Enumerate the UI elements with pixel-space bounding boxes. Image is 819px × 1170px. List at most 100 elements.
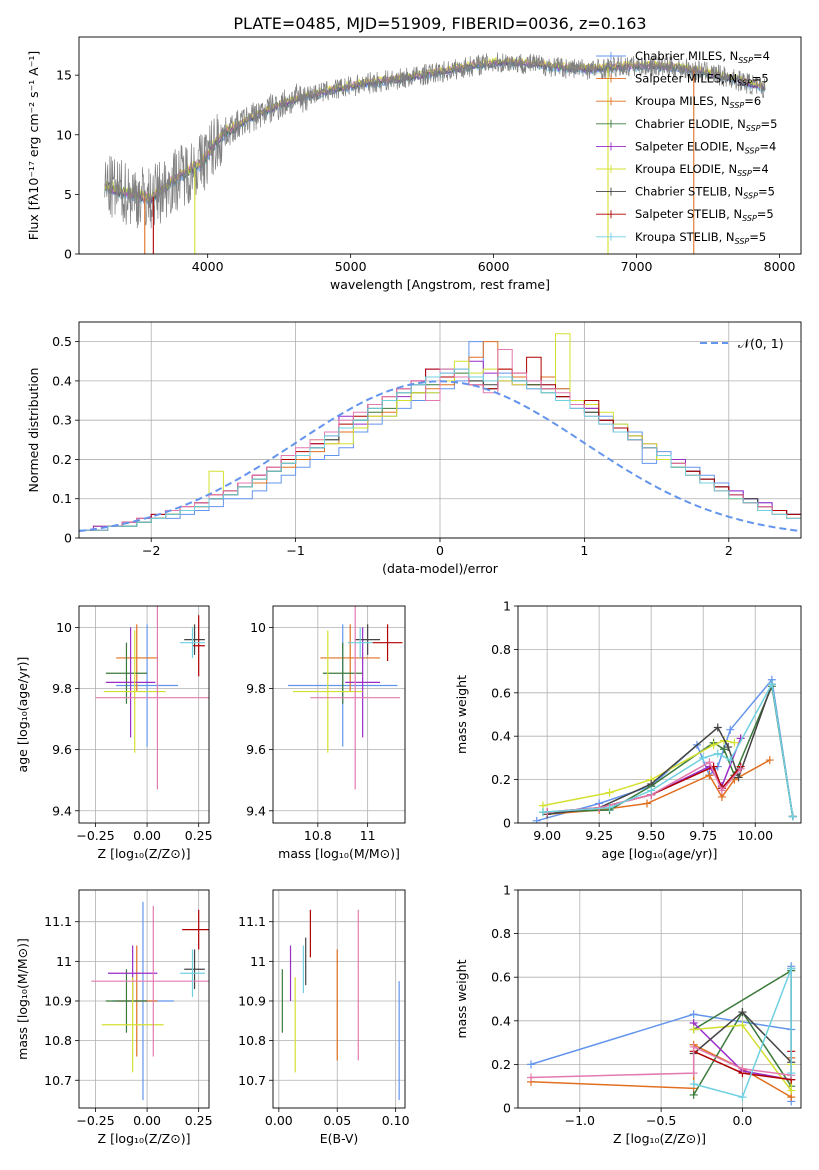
mass-weight-point (767, 680, 776, 689)
y-tick-label: 0 (64, 531, 72, 546)
plot-area-spectrum (104, 52, 766, 254)
mass-weight-point (788, 812, 797, 821)
panel-age-vs-z: −0.25 0.00 0.25 9.4 9.6 9.8 10 Z [log₁₀(Z/Z⊙)] a… (15, 605, 213, 861)
mass-weight-point (527, 1060, 536, 1069)
y-tick-label: 11 (250, 954, 266, 969)
x-tick-label: 2 (725, 543, 733, 558)
y-tick-label: 0.8 (491, 642, 511, 657)
x-tick-label: 0 (436, 543, 444, 558)
y-tick-label: 0 (503, 816, 511, 831)
y-axis-label: age [log₁₀(age/yr)] (15, 657, 30, 773)
mass-weight-point (730, 738, 739, 747)
y-tick-label: 0.2 (491, 1057, 511, 1072)
mass-weight-point (689, 1010, 698, 1019)
panel-spectrum: 4000 5000 6000 7000 8000 0 5 10 15 wavelength [An… (26, 36, 802, 292)
mass-weight-point (532, 816, 541, 823)
legend-label: Kroupa STELIB, NSSP=5 (635, 230, 766, 246)
x-tick-label: −0.5 (646, 1113, 676, 1128)
mass-weight-point (647, 786, 656, 795)
panel-massweight-vs-age: 9.00 9.25 9.50 9.75 10.00 0 0.2 0.4 0.6 0.8 1 age [… (454, 599, 802, 861)
mass-weight-point (738, 1093, 747, 1102)
x-tick-label: 9.75 (689, 828, 717, 843)
mass-weight-point (689, 1042, 698, 1051)
mass-weight-point (787, 1069, 796, 1078)
mass-weight-point (738, 1064, 747, 1073)
mass-weight-point (538, 808, 547, 817)
plot-area-massweight-vs-age (532, 675, 797, 823)
mass-weight-point (689, 1080, 698, 1089)
x-tick-label: 0.00 (133, 1113, 161, 1128)
x-tick-label: −1 (286, 543, 304, 558)
x-tick-label: 11 (360, 828, 376, 843)
mass-weight-point (787, 964, 796, 973)
plot-area-mass-vs-z (91, 901, 209, 1101)
y-tick-label: 10.9 (44, 993, 72, 1008)
x-tick-label: 6000 (478, 259, 510, 274)
y-tick-label: 5 (64, 187, 72, 202)
mass-weight-point (736, 764, 745, 773)
panel-age-vs-mass: 10.8 11 9.4 9.6 9.8 10 mass [log₁₀(M/M⊙)] (246, 605, 406, 861)
y-tick-label: 10.7 (44, 1073, 72, 1088)
y-tick-label: 10.8 (238, 1033, 266, 1048)
plot-area-age-vs-z (95, 606, 209, 790)
mass-weight-line (542, 681, 794, 817)
y-tick-label: 0.4 (491, 729, 511, 744)
y-tick-label: 0.4 (491, 1013, 511, 1028)
axes-frame (272, 605, 406, 824)
mass-weight-line (547, 683, 794, 817)
x-tick-label: 10.00 (737, 828, 773, 843)
y-tick-label: 11.1 (238, 914, 266, 929)
axes-frame (517, 889, 802, 1109)
mass-weight-point (726, 725, 735, 734)
normal-curve (79, 380, 801, 533)
x-tick-label: 0.00 (265, 1113, 293, 1128)
x-tick-label: 0.25 (185, 828, 213, 843)
x-axis-label: age [log₁₀(age/yr)] (602, 846, 718, 861)
x-tick-label: 0.10 (382, 1113, 410, 1128)
y-tick-label: 10 (56, 127, 72, 142)
mass-weight-point (709, 740, 718, 749)
mass-weight-point (527, 1073, 536, 1082)
mass-weight-point (720, 745, 729, 754)
mass-weight-point (726, 756, 735, 765)
mass-weight-point (705, 758, 714, 767)
legend-label: Salpeter STELIB, NSSP=5 (635, 207, 774, 223)
legend-label: Chabrier MILES, NSSP=4 (635, 49, 770, 65)
y-tick-label: 10.8 (44, 1033, 72, 1048)
x-tick-label: 4000 (192, 259, 224, 274)
plot-area-mass-vs-ebv (281, 909, 400, 1101)
y-tick-label: 0.4 (52, 373, 72, 388)
x-axis-label: wavelength [Angstrom, rest frame] (330, 277, 550, 292)
axes-frame (78, 605, 210, 824)
y-axis-label: mass weight (454, 675, 469, 754)
y-tick-label: 0.6 (491, 970, 511, 985)
mass-weight-point (765, 756, 774, 765)
mass-weight-point (689, 1090, 698, 1099)
panel-massweight-vs-z: −1.0 −0.5 0.0 0 0.2 0.4 0.6 0.8 1 Z [log₁₀(Z/Z⊙)]… (454, 883, 802, 1146)
y-tick-label: 9.8 (52, 681, 72, 696)
observed-spectrum (104, 52, 766, 229)
y-tick-label: 11.1 (44, 914, 72, 929)
plot-area-age-vs-mass (287, 606, 403, 790)
y-axis-label: mass weight (454, 959, 469, 1038)
mass-weight-point (689, 1069, 698, 1078)
figure-title: PLATE=0485, MJD=51909, FIBERID=0036, z=0… (233, 14, 646, 33)
y-tick-label: 9.4 (246, 803, 266, 818)
y-tick-label: 0.1 (52, 491, 72, 506)
y-tick-label: 10 (56, 620, 72, 635)
mass-weight-point (738, 1008, 747, 1017)
mass-weight-line (547, 759, 771, 816)
y-tick-label: 0.5 (52, 334, 72, 349)
y-tick-label: 0.2 (491, 772, 511, 787)
y-tick-label: 0.8 (491, 926, 511, 941)
y-tick-label: 11 (56, 954, 72, 969)
y-axis-label: Normed distribution (26, 368, 41, 493)
y-tick-label: 0.3 (52, 413, 72, 428)
legend-label: Kroupa MILES, NSSP=6 (635, 94, 761, 110)
x-tick-label: −1.0 (565, 1113, 595, 1128)
y-tick-label: 15 (56, 68, 72, 83)
x-axis-label: mass [log₁₀(M/M⊙)] (278, 846, 400, 861)
y-axis-label: mass [log₁₀(M/M⊙)] (15, 938, 30, 1060)
x-axis-label: Z [log₁₀(Z/Z⊙)] (613, 1131, 706, 1146)
